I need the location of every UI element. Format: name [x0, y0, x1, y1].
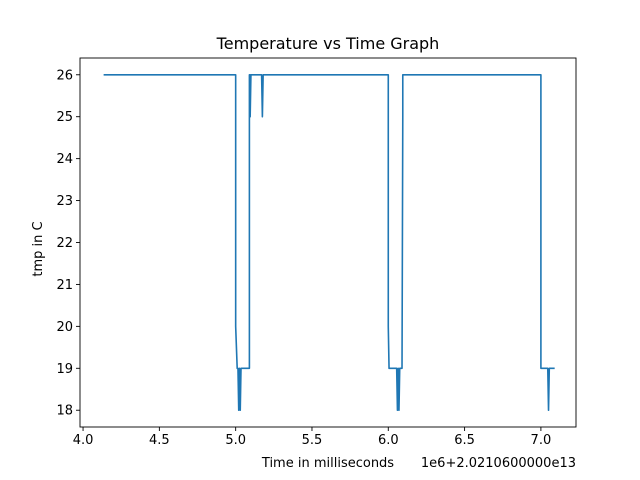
x-tick-label: 4.0	[73, 433, 94, 448]
y-tick-label: 25	[56, 110, 73, 125]
y-axis: 18 19 20 21 22 23 24 25 26	[56, 68, 80, 419]
chart-title: Temperature vs Time Graph	[216, 34, 440, 53]
x-axis: 4.0 4.5 5.0 5.5 6.0 6.5 7.0	[73, 427, 552, 448]
x-tick-label: 6.5	[454, 433, 475, 448]
x-axis-offset-label: 1e6+2.0210600000e13	[421, 456, 576, 471]
y-tick-label: 18	[56, 404, 73, 419]
y-axis-label: tmp in C	[31, 221, 46, 276]
series-line-0	[103, 73, 555, 412]
x-tick-label: 7.0	[531, 433, 552, 448]
x-axis-label: Time in milliseconds	[261, 456, 394, 471]
x-tick-label: 6.0	[378, 433, 399, 448]
x-tick-label: 5.5	[302, 433, 323, 448]
x-tick-label: 5.0	[225, 433, 246, 448]
y-tick-label: 26	[56, 68, 73, 83]
y-tick-label: 23	[56, 194, 73, 209]
y-tick-label: 20	[56, 320, 73, 335]
y-tick-label: 21	[56, 278, 73, 293]
y-tick-label: 19	[56, 362, 73, 377]
y-tick-label: 24	[56, 152, 73, 167]
y-tick-label: 22	[56, 236, 73, 251]
x-tick-label: 4.5	[149, 433, 170, 448]
